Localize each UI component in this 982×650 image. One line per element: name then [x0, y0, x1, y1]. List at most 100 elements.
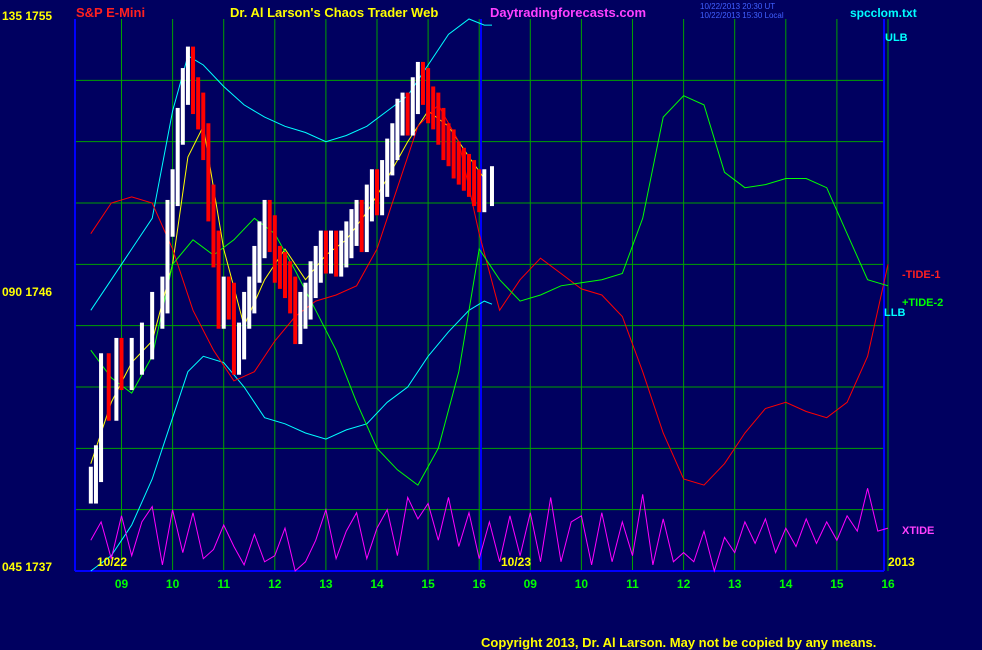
price-bar — [262, 199, 267, 259]
hour-tick-label: 10 — [575, 577, 589, 591]
price-bar — [196, 77, 201, 130]
series-layer — [90, 18, 889, 573]
price-bar — [395, 98, 400, 161]
site-link[interactable]: Daytradingforecasts.com — [490, 5, 646, 20]
copyright-text: Copyright 2013, Dr. Al Larson. May not b… — [481, 635, 876, 650]
price-bar — [405, 92, 410, 136]
hour-tick-label: 11 — [217, 577, 230, 591]
hour-tick-label: 13 — [728, 577, 742, 591]
series--tide-2-line — [90, 95, 889, 486]
price-bar — [165, 199, 170, 314]
series--tide-1-line — [90, 104, 889, 486]
price-bar — [431, 86, 436, 130]
hour-tick-label: 12 — [268, 577, 282, 591]
price-bar — [369, 169, 374, 222]
hour-tick-label: 13 — [319, 577, 333, 591]
price-bar — [375, 169, 379, 216]
y-top-label: 135 1755 — [2, 9, 52, 23]
price-bar — [339, 230, 344, 277]
price-bar — [191, 46, 196, 115]
price-bar — [160, 276, 165, 329]
price-bars — [88, 46, 494, 504]
price-bar — [303, 282, 308, 329]
price-bar — [482, 169, 487, 213]
price-bar — [385, 138, 390, 197]
data-file-label: spcclom.txt — [850, 6, 917, 20]
price-bar — [221, 276, 226, 329]
price-bar — [277, 245, 282, 289]
price-bar — [359, 199, 364, 253]
price-bar — [180, 68, 185, 145]
price-bar — [226, 276, 231, 320]
price-bar — [456, 141, 461, 185]
price-bar — [272, 215, 277, 283]
hour-tick-label: 16 — [473, 577, 487, 591]
price-bar — [88, 466, 93, 504]
tide1-label: -TIDE-1 — [902, 269, 941, 281]
hour-tick-label: 10 — [166, 577, 180, 591]
price-bar — [436, 92, 441, 145]
price-bar — [201, 92, 206, 161]
price-bar — [313, 245, 318, 299]
hour-tick-label: 12 — [677, 577, 691, 591]
price-bar — [323, 230, 328, 274]
timestamp-ut: 10/22/2013 20:30 UT — [700, 2, 775, 11]
price-bar — [380, 160, 385, 216]
price-bar — [231, 282, 236, 375]
price-bar — [237, 322, 242, 375]
price-bar — [451, 129, 456, 179]
price-bar — [170, 169, 175, 237]
price-bar — [247, 276, 252, 329]
price-bar — [119, 337, 124, 391]
price-bar — [293, 276, 298, 345]
hour-tick-label: 15 — [830, 577, 844, 591]
price-bar — [461, 147, 466, 191]
series-average-line — [90, 110, 485, 464]
price-bar — [472, 160, 477, 207]
price-bar — [446, 123, 451, 167]
price-bar — [93, 445, 98, 504]
price-bar — [354, 199, 359, 246]
price-bar — [415, 61, 420, 115]
price-bar — [489, 166, 494, 207]
price-bar — [420, 61, 425, 105]
year-label: 2013 — [888, 555, 915, 569]
series-xtide-line — [90, 488, 889, 573]
price-bar — [298, 291, 303, 345]
hour-tick-label: 14 — [370, 577, 384, 591]
hour-tick-label: 14 — [779, 577, 793, 591]
hour-tick-label: 15 — [421, 577, 435, 591]
price-bar — [344, 221, 349, 268]
chart-title: Dr. Al Larson's Chaos Trader Web — [230, 5, 438, 20]
price-bar — [114, 337, 119, 421]
price-bar — [211, 184, 216, 268]
price-bar — [267, 199, 272, 253]
price-bar — [400, 92, 405, 136]
price-bar — [466, 153, 471, 197]
price-bar — [252, 245, 257, 314]
price-bar — [364, 184, 369, 253]
hour-tick-label: 09 — [524, 577, 538, 591]
grid — [74, 19, 889, 572]
price-bar — [206, 123, 211, 222]
price-bar — [139, 322, 144, 375]
price-bar — [349, 209, 354, 259]
timestamp-local: 10/22/2013 15:30 Local — [700, 11, 784, 20]
price-bar — [308, 261, 313, 320]
llb-label: LLB — [884, 307, 905, 319]
price-bar — [318, 230, 323, 283]
price-bar — [257, 221, 262, 283]
ulb-label: ULB — [885, 32, 908, 44]
price-bar — [185, 46, 190, 105]
date-label-1022: 10/22 — [97, 555, 127, 569]
hour-tick-label: 09 — [115, 577, 129, 591]
price-bar — [106, 353, 111, 421]
price-bar — [99, 353, 104, 483]
price-bar — [329, 230, 334, 274]
price-bar — [242, 291, 247, 360]
price-bar — [441, 107, 446, 161]
price-bar — [129, 337, 134, 391]
xtide-label: XTIDE — [902, 525, 934, 537]
date-label-1023: 10/23 — [501, 555, 531, 569]
